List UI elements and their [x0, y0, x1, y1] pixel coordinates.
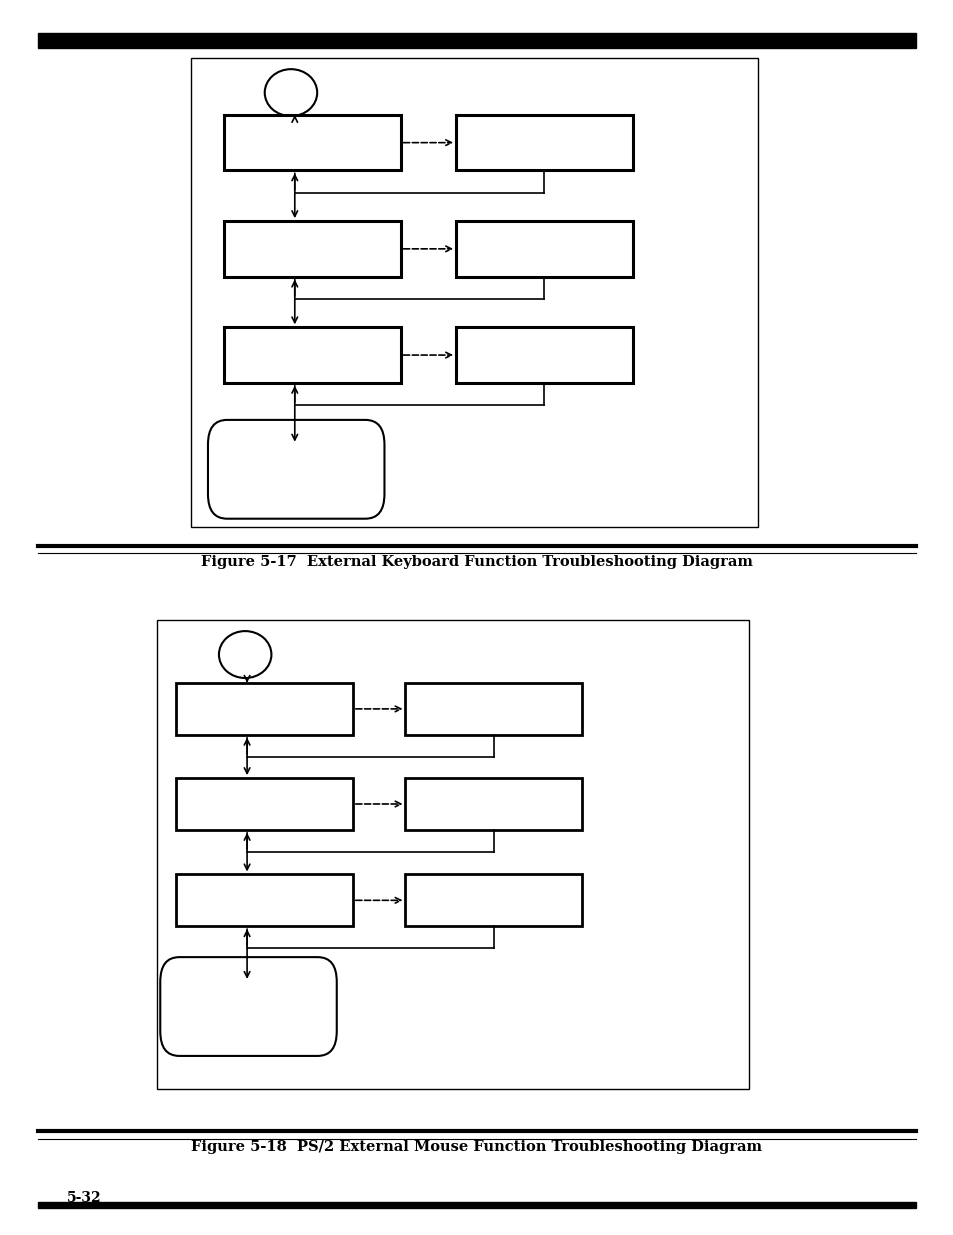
- Bar: [224, 115, 400, 170]
- Ellipse shape: [264, 69, 316, 116]
- Ellipse shape: [218, 631, 271, 678]
- Bar: [191, 58, 758, 527]
- Bar: [224, 221, 400, 277]
- Bar: [405, 683, 581, 735]
- Bar: [405, 874, 581, 926]
- Bar: [456, 115, 632, 170]
- Bar: [176, 778, 353, 830]
- Text: Figure 5-18  PS/2 External Mouse Function Troubleshooting Diagram: Figure 5-18 PS/2 External Mouse Function…: [192, 1140, 761, 1155]
- Bar: [456, 221, 632, 277]
- Bar: [405, 778, 581, 830]
- Bar: [176, 874, 353, 926]
- FancyBboxPatch shape: [208, 420, 384, 519]
- Bar: [38, 1202, 915, 1208]
- Bar: [224, 327, 400, 383]
- Bar: [176, 683, 353, 735]
- Bar: [38, 32, 915, 47]
- Bar: [157, 620, 748, 1089]
- Bar: [456, 327, 632, 383]
- FancyBboxPatch shape: [160, 957, 336, 1056]
- Text: 5-32: 5-32: [67, 1191, 101, 1205]
- Text: Figure 5-17  External Keyboard Function Troubleshooting Diagram: Figure 5-17 External Keyboard Function T…: [201, 555, 752, 569]
